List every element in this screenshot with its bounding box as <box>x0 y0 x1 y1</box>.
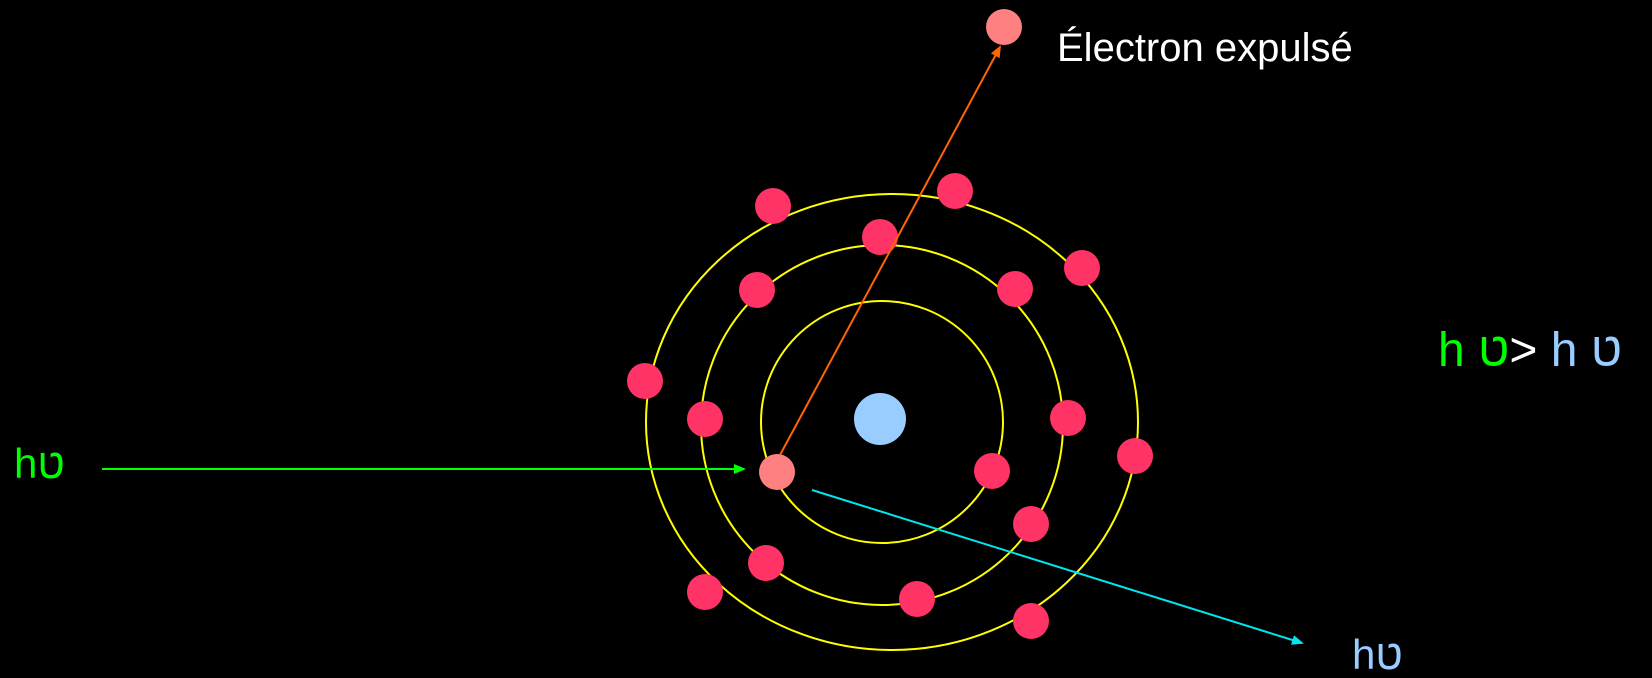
relation-right-term: h ט <box>1537 324 1623 377</box>
expelled-electron-label: Électron expulsé <box>1057 26 1353 70</box>
energy-relation-label: h ט> h ט <box>1438 327 1622 375</box>
electron <box>739 272 775 308</box>
scattered-photon-arrow <box>811 489 1304 645</box>
nucleus <box>854 393 906 445</box>
electron <box>755 188 791 224</box>
electron <box>1013 603 1049 639</box>
incident-photon-label: hט <box>14 440 65 487</box>
electron <box>1050 400 1086 436</box>
relation-left-term: h ט <box>1438 324 1510 377</box>
expelled-electron <box>986 9 1022 45</box>
electron <box>937 173 973 209</box>
relation-sign: > <box>1509 324 1538 377</box>
outer-shell <box>645 193 1139 651</box>
electron <box>1064 250 1100 286</box>
electron <box>862 219 898 255</box>
electron <box>974 453 1010 489</box>
expelled-electron-arrow <box>779 45 1001 456</box>
scattered-photon-label: hט <box>1352 631 1403 678</box>
ejected-electron-origin <box>759 454 795 490</box>
electron <box>687 574 723 610</box>
electron <box>1013 506 1049 542</box>
electron <box>1117 438 1153 474</box>
electron <box>899 581 935 617</box>
inner-shell <box>760 300 1004 544</box>
electron <box>748 545 784 581</box>
electron <box>687 401 723 437</box>
electron <box>627 363 663 399</box>
electron <box>997 271 1033 307</box>
